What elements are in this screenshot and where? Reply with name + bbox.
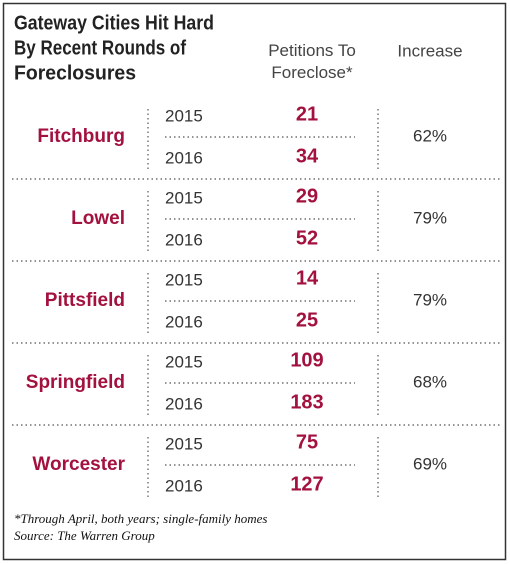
increase: 69% <box>413 454 447 473</box>
petitions: 21 <box>296 103 318 125</box>
petitions: 14 <box>296 267 319 289</box>
year: 2016 <box>165 148 203 167</box>
petitions: 127 <box>290 473 323 495</box>
title-line: Gateway Cities Hit Hard <box>14 12 214 34</box>
petitions: 52 <box>296 227 318 249</box>
year: 2016 <box>165 312 203 331</box>
source: Source: The Warren Group <box>14 528 155 543</box>
year: 2016 <box>165 230 203 249</box>
petitions: 29 <box>296 185 318 207</box>
year: 2016 <box>165 394 203 413</box>
footnote: *Through April, both years; single-famil… <box>14 511 268 526</box>
increase: 79% <box>413 208 447 227</box>
petitions: 25 <box>296 309 318 331</box>
column-header: Petitions To Foreclose* <box>268 41 356 82</box>
city-name: Worcester <box>32 454 125 475</box>
year: 2015 <box>165 352 203 371</box>
title-line: Foreclosures <box>14 62 136 84</box>
year: 2016 <box>165 476 203 495</box>
city-name: Fitchburg <box>37 126 125 147</box>
increase: 79% <box>413 290 447 309</box>
city-name: Springfield <box>26 372 125 393</box>
petitions: 183 <box>290 391 323 413</box>
petitions: 75 <box>296 431 318 453</box>
city-name: Pittsfield <box>45 290 125 311</box>
year: 2015 <box>165 434 203 453</box>
increase: 68% <box>413 372 447 391</box>
year: 2015 <box>165 106 203 125</box>
petitions: 34 <box>296 145 319 167</box>
petitions: 109 <box>290 349 323 371</box>
year: 2015 <box>165 270 203 289</box>
column-header: Increase <box>397 41 462 60</box>
city-name: Lowel <box>71 208 125 229</box>
title-line: By Recent Rounds of <box>14 37 186 59</box>
increase: 62% <box>413 126 447 145</box>
year: 2015 <box>165 188 203 207</box>
